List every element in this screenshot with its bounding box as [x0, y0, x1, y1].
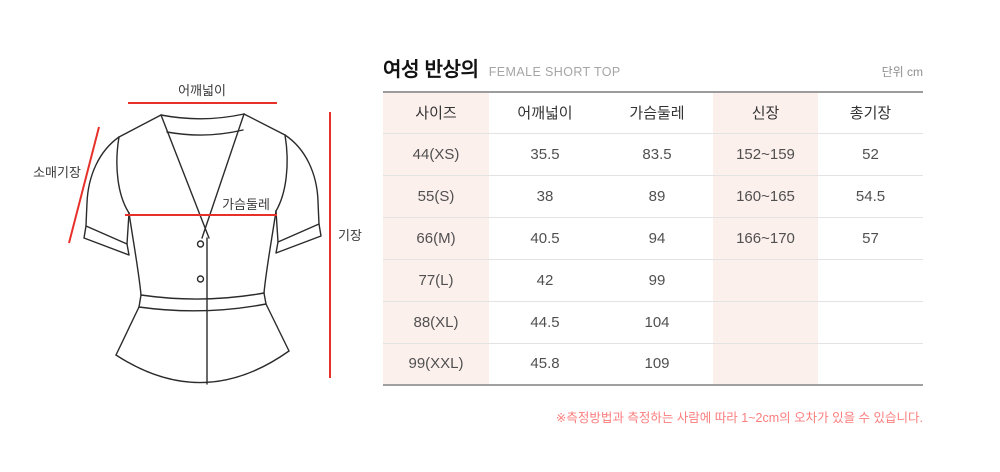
measurement-lines [68, 102, 331, 378]
value-cell: 38 [489, 175, 601, 218]
value-cell [818, 343, 923, 386]
column-header-3: 신장 [713, 92, 818, 134]
table-header-row: 사이즈 어깨넓이 가슴둘레 신장 총기장 [383, 92, 923, 134]
chest-circumference-label: 가슴둘레 [222, 197, 270, 212]
value-cell: 40.5 [489, 217, 601, 260]
table-row: 44(XS) 35.5 83.5 152~159 52 [383, 133, 923, 176]
value-cell: 52 [818, 133, 923, 176]
value-cell [713, 301, 818, 344]
value-cell: 35.5 [489, 133, 601, 176]
sleeve-length-line [68, 126, 100, 244]
table-row: 77(L) 42 99 [383, 259, 923, 302]
page-subtitle: FEMALE SHORT TOP [488, 65, 621, 79]
garment-diagram: 어깨넓이 소매기장 가슴둘레 기장 [33, 83, 362, 385]
garment-illustration [83, 113, 322, 385]
measurement-disclaimer: ※측정방법과 측정하는 사람에 따라 1~2cm의 오차가 있을 수 있습니다. [555, 411, 923, 425]
unit-label: 단위 cm [881, 65, 923, 79]
column-header-1: 어깨넓이 [489, 92, 601, 134]
shoulder-width-label: 어깨넓이 [178, 83, 226, 98]
size-cell: 77(L) [383, 259, 489, 302]
value-cell: 152~159 [713, 133, 818, 176]
value-cell [818, 259, 923, 302]
button-icon [196, 240, 205, 248]
value-cell: 166~170 [713, 217, 818, 260]
column-header-0: 사이즈 [383, 92, 489, 134]
size-cell: 66(M) [383, 217, 489, 260]
value-cell: 57 [818, 217, 923, 260]
value-cell: 99 [601, 259, 713, 302]
value-cell: 104 [601, 301, 713, 344]
value-cell: 45.8 [489, 343, 601, 386]
value-cell: 160~165 [713, 175, 818, 218]
table-row: 66(M) 40.5 94 166~170 57 [383, 217, 923, 260]
value-cell: 83.5 [601, 133, 713, 176]
value-cell [713, 259, 818, 302]
page-title: 여성 반상의 [383, 59, 479, 81]
column-header-4: 총기장 [818, 92, 923, 134]
size-cell: 55(S) [383, 175, 489, 218]
size-cell: 88(XL) [383, 301, 489, 344]
value-cell: 42 [489, 259, 601, 302]
table-row: 55(S) 38 89 160~165 54.5 [383, 175, 923, 218]
value-cell: 94 [601, 217, 713, 260]
size-cell: 99(XXL) [383, 343, 489, 386]
table-row: 88(XL) 44.5 104 [383, 301, 923, 344]
value-cell [713, 343, 818, 386]
value-cell: 54.5 [818, 175, 923, 218]
total-length-label: 기장 [338, 228, 362, 243]
size-table: 사이즈 어깨넓이 가슴둘레 신장 총기장 44(XS) 35.5 83.5 152~159 52… [383, 91, 923, 386]
value-cell: 44.5 [489, 301, 601, 344]
size-cell: 44(XS) [383, 133, 489, 176]
value-cell [818, 301, 923, 344]
header: 여성 반상의 FEMALE SHORT TOP 단위 cm [383, 53, 923, 82]
column-header-2: 가슴둘레 [601, 92, 713, 134]
value-cell: 109 [601, 343, 713, 386]
value-cell: 89 [601, 175, 713, 218]
table-row: 99(XXL) 45.8 109 [383, 343, 923, 386]
sleeve-length-label: 소매기장 [33, 165, 81, 180]
button-icon [196, 275, 205, 283]
